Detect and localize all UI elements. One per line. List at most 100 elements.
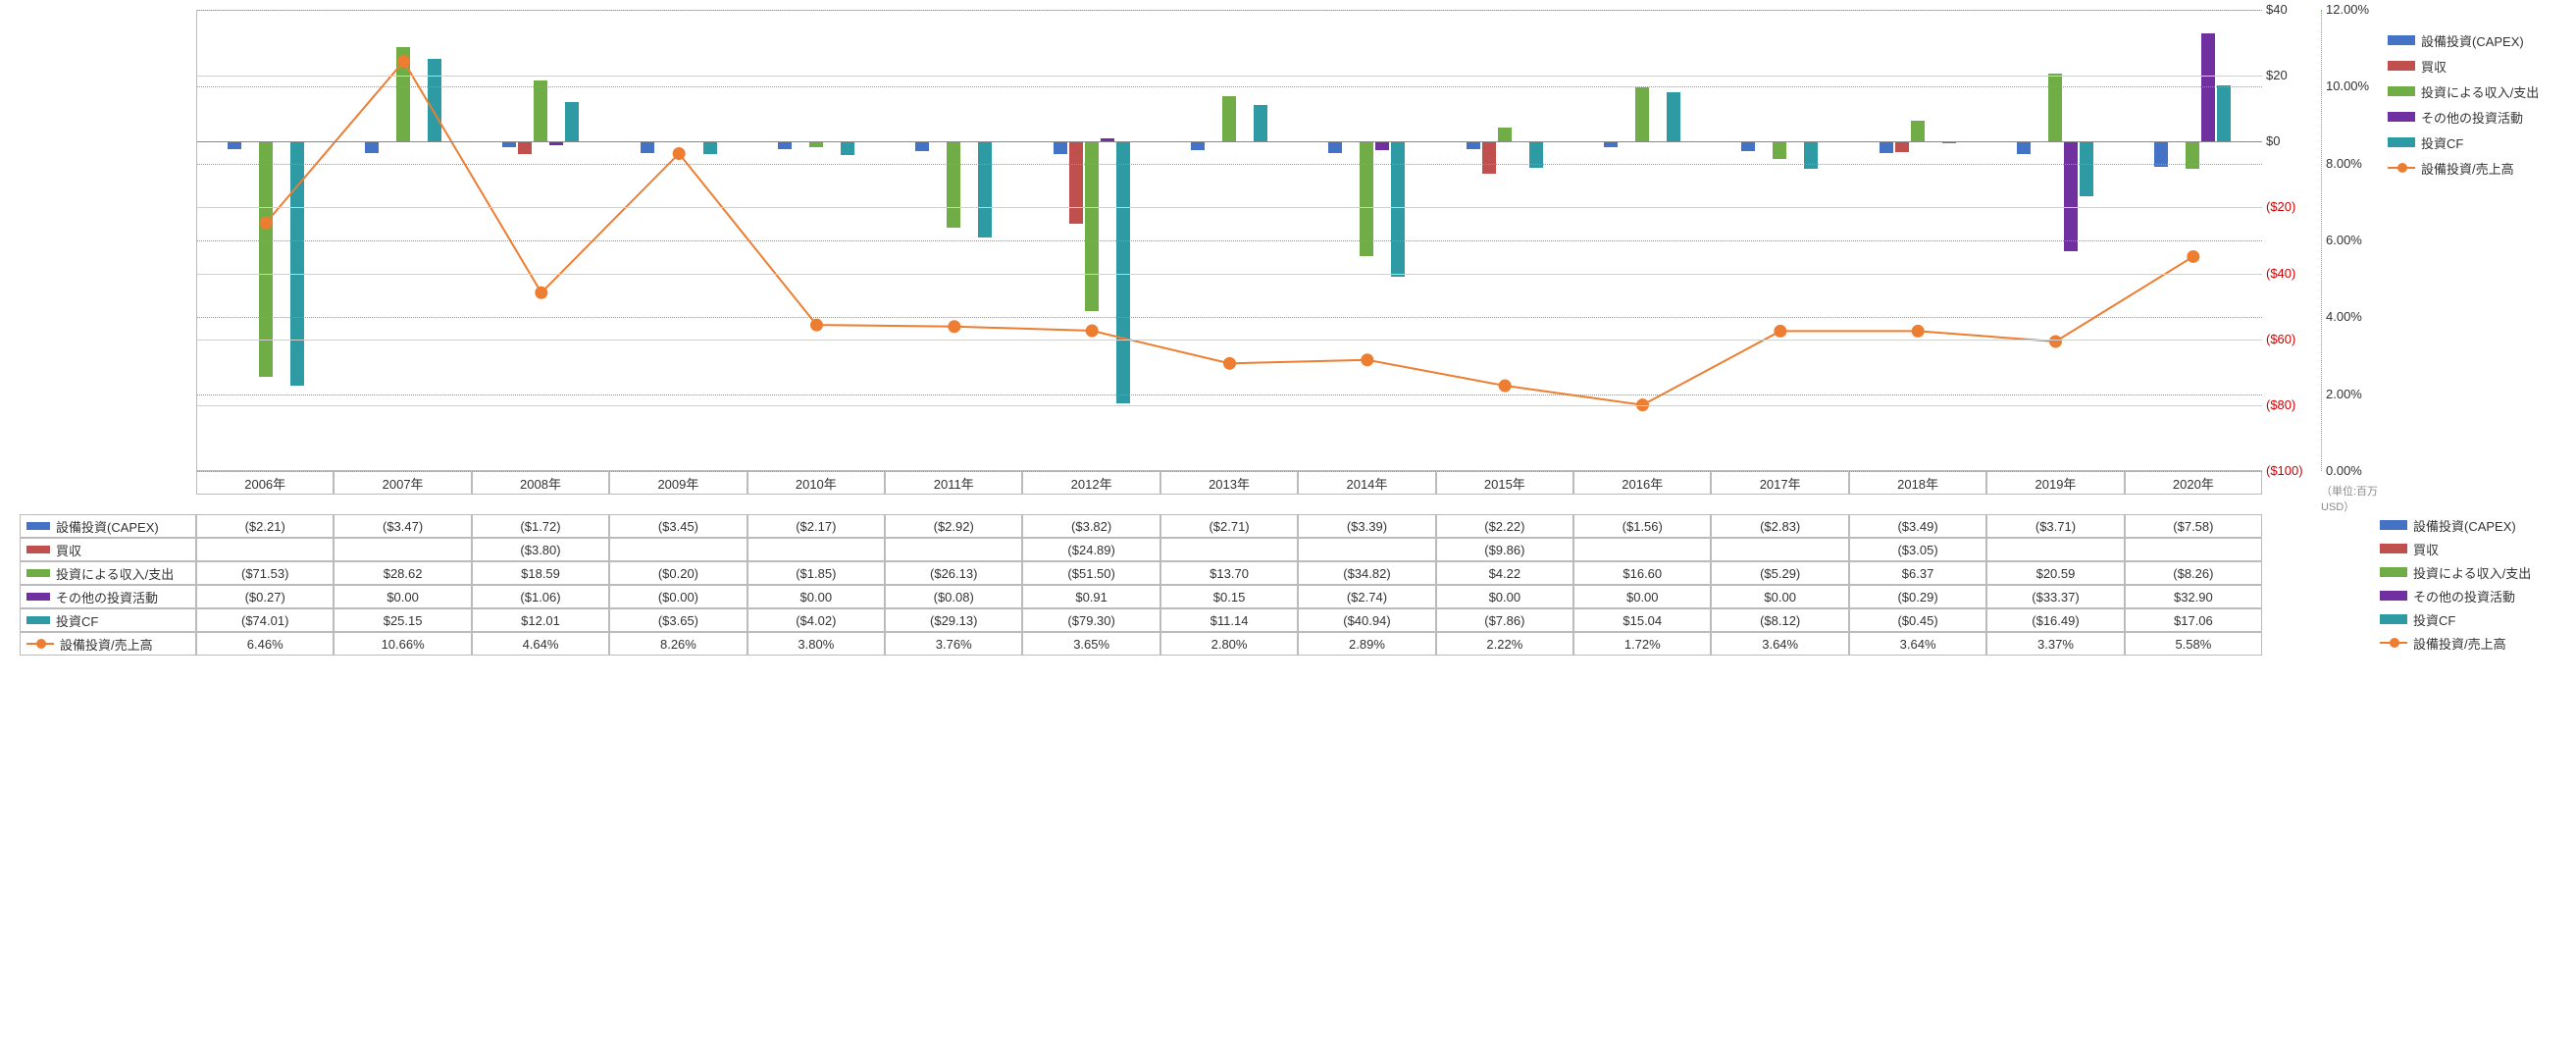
y2-tick-label: 2.00% [2326, 387, 2362, 401]
ratio-point [673, 147, 685, 159]
table-row-acq: 買収 ($3.80) ($24.89) ($9.86) ($3.05) 買収 [20, 538, 2556, 561]
gridline-secondary [197, 240, 2262, 241]
cell: ($2.83) [1711, 514, 1848, 538]
cell [885, 538, 1022, 561]
gridline-primary [197, 405, 2262, 406]
y1-tick-label: ($40) [2266, 266, 2295, 281]
plot-row: $40$20$0($20)($40)($60)($80)($100) 12.00… [20, 10, 2556, 471]
cell: ($26.13) [885, 561, 1022, 585]
row-swatch [26, 569, 50, 577]
cell: $15.04 [1573, 608, 1711, 632]
cell: ($24.89) [1022, 538, 1159, 561]
ratio-line [266, 61, 2193, 404]
row-label-text: その他の投資活動 [56, 588, 158, 606]
table-row-invio: 投資による収入/支出($71.53)$28.62$18.59($0.20)($1… [20, 561, 2556, 585]
cell: $32.90 [2125, 585, 2262, 608]
data-table: 2006年2007年2008年2009年2010年2011年2012年2013年… [20, 471, 2556, 656]
cell: ($3.80) [472, 538, 609, 561]
row-legend-invcf: 投資CF [2380, 608, 2556, 630]
row-legend-acq: 買収 [2380, 538, 2556, 559]
cell: 6.46% [196, 632, 334, 656]
chart-container: $40$20$0($20)($40)($60)($80)($100) 12.00… [0, 0, 2576, 1051]
legend-label: 設備投資(CAPEX) [2421, 31, 2524, 50]
row-label-text: 設備投資/売上高 [60, 635, 153, 654]
ratio-point [398, 55, 410, 67]
cell: $25.15 [334, 608, 471, 632]
row-label-text: 投資CF [56, 611, 98, 630]
row-label-text: 投資による収入/支出 [56, 564, 174, 583]
cell: 3.80% [747, 632, 885, 656]
ratio-point [2188, 250, 2199, 262]
cell: ($2.21) [196, 514, 334, 538]
row-label: 投資CF [20, 608, 196, 632]
y1-tick-label: $20 [2266, 68, 2288, 82]
cell: $17.06 [2125, 608, 2262, 632]
ratio-point [1362, 354, 1373, 366]
cell: 3.76% [885, 632, 1022, 656]
cell [2125, 538, 2262, 561]
cell: ($0.20) [609, 561, 747, 585]
ratio-point [1499, 380, 1511, 392]
cell: ($2.74) [1298, 585, 1435, 608]
legend-item-acq: 買収 [2388, 55, 2556, 77]
gridline-secondary [197, 394, 2262, 395]
cell: ($7.86) [1436, 608, 1573, 632]
legend-label: その他の投資活動 [2421, 108, 2523, 127]
cell: ($8.26) [2125, 561, 2262, 585]
legend-swatch [2388, 112, 2415, 122]
y1-tick-label: ($100) [2266, 463, 2303, 478]
row-label-text: 設備投資(CAPEX) [56, 517, 159, 536]
cell: ($3.45) [609, 514, 747, 538]
cell: $13.70 [1160, 561, 1298, 585]
cell: ($51.50) [1022, 561, 1159, 585]
unit-note: （単位:百万USD） [2321, 483, 2380, 514]
zero-line [197, 141, 2262, 142]
row-legend-other: その他の投資活動 [2380, 585, 2556, 606]
legend-swatch [2388, 137, 2415, 147]
cell: ($1.06) [472, 585, 609, 608]
year-header: 2015年 [1436, 471, 1573, 495]
gridline-secondary [197, 317, 2262, 318]
row-swatch [26, 616, 50, 624]
cell: ($3.49) [1849, 514, 1986, 538]
cell: $12.01 [472, 608, 609, 632]
cell: ($1.72) [472, 514, 609, 538]
cell [1298, 538, 1435, 561]
legend-item-ratio: 設備投資/売上高 [2388, 157, 2556, 179]
legend-swatch [2388, 61, 2415, 71]
row-label: 投資による収入/支出 [20, 561, 196, 585]
cell: 2.22% [1436, 632, 1573, 656]
cell: ($74.01) [196, 608, 334, 632]
row-swatch [26, 522, 50, 530]
ratio-point [811, 319, 823, 331]
legend-label: 設備投資/売上高 [2421, 159, 2514, 178]
plot-area [196, 10, 2262, 471]
row-label: 設備投資(CAPEX) [20, 514, 196, 538]
year-header: 2007年 [334, 471, 471, 495]
cell: $0.91 [1022, 585, 1159, 608]
cell: ($71.53) [196, 561, 334, 585]
row-label-text: 買収 [56, 541, 81, 559]
cell: $18.59 [472, 561, 609, 585]
cell: $0.00 [1711, 585, 1848, 608]
row-label: 設備投資/売上高 [20, 632, 196, 656]
year-header: 2016年 [1573, 471, 1711, 495]
row-label: 買収 [20, 538, 196, 561]
cell: ($1.85) [747, 561, 885, 585]
cell: ($3.82) [1022, 514, 1159, 538]
year-header: 2014年 [1298, 471, 1435, 495]
ratio-point [1224, 357, 1236, 369]
cell: ($3.47) [334, 514, 471, 538]
table-row-invcf: 投資CF($74.01)$25.15$12.01($3.65)($4.02)($… [20, 608, 2556, 632]
cell: ($0.45) [1849, 608, 1986, 632]
legend-swatch [2388, 86, 2415, 96]
ratio-point [1912, 325, 1924, 337]
y1-tick-label: ($20) [2266, 199, 2295, 214]
cell: 2.89% [1298, 632, 1435, 656]
cell: ($3.05) [1849, 538, 1986, 561]
cell: ($4.02) [747, 608, 885, 632]
cell: $16.60 [1573, 561, 1711, 585]
legend-item-invio: 投資による収入/支出 [2388, 80, 2556, 102]
cell: $0.00 [1573, 585, 1711, 608]
cell: ($9.86) [1436, 538, 1573, 561]
